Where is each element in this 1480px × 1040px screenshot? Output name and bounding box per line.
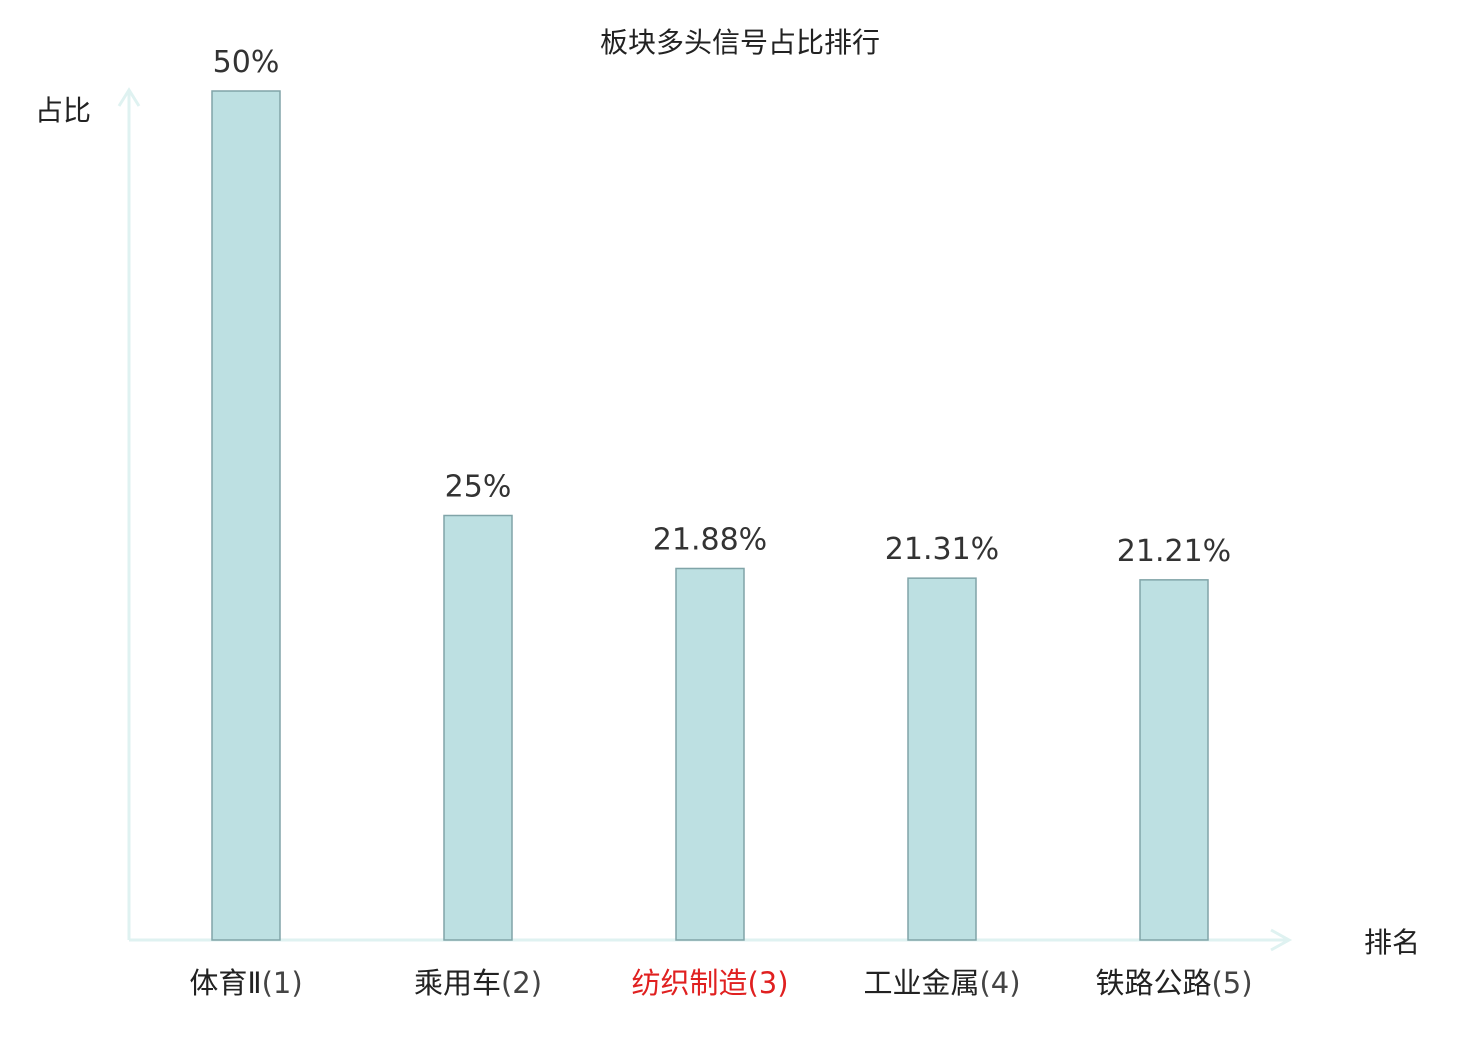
category-rank-2: (2) bbox=[501, 966, 542, 1000]
category-label-2: 乘用车(2) bbox=[414, 966, 542, 1000]
value-label-2: 25% bbox=[445, 470, 512, 505]
category-name-4: 工业金属 bbox=[863, 966, 979, 1000]
category-labels-group: 体育Ⅱ(1) 乘用车(2) 纺织制造(3) 工业金属(4) 铁路公路(5) bbox=[189, 966, 1252, 1000]
x-axis-arrow bbox=[1270, 928, 1293, 952]
bar-2 bbox=[443, 514, 513, 941]
value-label-3: 21.88% bbox=[653, 522, 767, 557]
y-axis-label: 占比 bbox=[35, 94, 91, 127]
value-label-5: 21.21% bbox=[1117, 534, 1231, 569]
category-rank-1: (1) bbox=[262, 966, 303, 1000]
category-label-3: 纺织制造(3) bbox=[631, 966, 788, 1000]
y-axis bbox=[117, 87, 141, 940]
category-label-1: 体育Ⅱ(1) bbox=[189, 966, 302, 1000]
value-label-4: 21.31% bbox=[885, 532, 999, 567]
bar-5 bbox=[1139, 579, 1209, 941]
category-name-2: 乘用车 bbox=[414, 966, 501, 1000]
y-axis-arrow bbox=[117, 87, 141, 107]
value-labels-group: 50% 25% 21.88% 21.31% 21.21% bbox=[213, 45, 1232, 569]
category-label-5: 铁路公路(5) bbox=[1095, 966, 1252, 1000]
bars-group bbox=[211, 90, 1209, 941]
category-label-4: 工业金属(4) bbox=[863, 966, 1020, 1000]
x-axis-label: 排名 bbox=[1364, 926, 1420, 959]
value-label-1: 50% bbox=[213, 45, 280, 80]
chart-title: 板块多头信号占比排行 bbox=[600, 26, 880, 59]
category-rank-4: (4) bbox=[979, 966, 1020, 1000]
category-rank-3: (3) bbox=[747, 966, 788, 1000]
bar-3 bbox=[675, 567, 745, 941]
category-name-1: 体育Ⅱ bbox=[189, 966, 261, 1000]
category-rank-5: (5) bbox=[1211, 966, 1252, 1000]
category-name-3: 纺织制造 bbox=[631, 966, 747, 1000]
bar-4 bbox=[907, 577, 977, 941]
category-name-5: 铁路公路 bbox=[1095, 966, 1211, 1000]
bar-1 bbox=[211, 90, 281, 941]
